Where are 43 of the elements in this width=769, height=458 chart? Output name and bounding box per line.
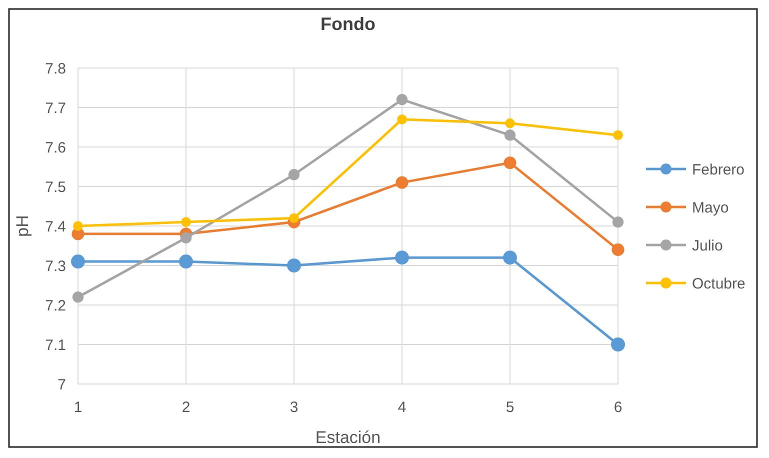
y-tick-label: 7.2 xyxy=(45,297,66,314)
x-tick-label: 3 xyxy=(290,399,298,416)
y-tick-label: 7.7 xyxy=(45,100,66,117)
x-axis-title: Estación xyxy=(315,428,381,447)
legend-label: Febrero xyxy=(692,161,745,178)
legend-label: Octubre xyxy=(692,275,746,292)
point xyxy=(181,217,191,227)
x-tick-label: 2 xyxy=(182,399,190,416)
point xyxy=(396,176,408,189)
point xyxy=(504,156,516,170)
point xyxy=(396,94,408,106)
point xyxy=(395,250,409,265)
point xyxy=(612,216,624,228)
y-tick-label: 7 xyxy=(58,376,66,394)
point xyxy=(179,254,193,269)
y-tick-label: 7.1 xyxy=(45,336,66,354)
point xyxy=(288,169,300,180)
point xyxy=(287,258,301,272)
y-tick-label: 7.8 xyxy=(45,60,66,78)
y-tick-label: 7.5 xyxy=(45,178,66,196)
y-tick-label: 7.4 xyxy=(45,218,66,236)
point xyxy=(611,338,625,352)
point xyxy=(180,232,192,244)
x-tick-label: 6 xyxy=(614,399,622,416)
point xyxy=(397,114,407,124)
point xyxy=(73,221,83,231)
point xyxy=(612,243,624,256)
point xyxy=(504,130,516,141)
point xyxy=(289,213,299,223)
chart-title: Fondo xyxy=(320,14,376,34)
point xyxy=(503,250,517,265)
point xyxy=(505,118,515,128)
point xyxy=(72,292,84,303)
y-tick-label: 7.3 xyxy=(45,258,66,275)
point xyxy=(613,130,623,140)
y-axis-title: pH xyxy=(13,215,32,237)
x-tick-label: 1 xyxy=(74,399,82,416)
y-tick-label: 7.6 xyxy=(45,139,66,156)
legend-label: Mayo xyxy=(692,199,729,216)
point xyxy=(71,254,85,269)
x-tick-label: 5 xyxy=(506,399,514,416)
x-tick-label: 4 xyxy=(398,399,406,416)
legend-label: Julio xyxy=(692,237,723,254)
